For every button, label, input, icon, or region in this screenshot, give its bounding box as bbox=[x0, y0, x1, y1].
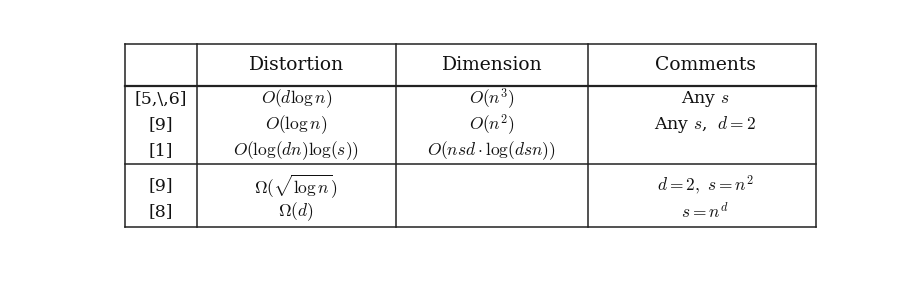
Text: Distortion: Distortion bbox=[249, 56, 343, 74]
Text: $O(nsd\cdot\log(dsn))$: $O(nsd\cdot\log(dsn))$ bbox=[428, 139, 556, 162]
Text: $O(n^2)$: $O(n^2)$ bbox=[469, 112, 515, 137]
Text: [5,\,6]: [5,\,6] bbox=[135, 91, 187, 108]
Text: [1]: [1] bbox=[149, 142, 174, 159]
Text: $O(\log n)$: $O(\log n)$ bbox=[265, 113, 328, 136]
Text: $O(\log(dn)\log(s))$: $O(\log(dn)\log(s))$ bbox=[233, 139, 359, 162]
Text: $O(d\log n)$: $O(d\log n)$ bbox=[261, 88, 331, 110]
Text: [8]: [8] bbox=[149, 203, 174, 220]
Text: Dimension: Dimension bbox=[442, 56, 543, 74]
Text: $\Omega(d)$: $\Omega(d)$ bbox=[278, 200, 314, 223]
Text: $\Omega(\sqrt{\log n})$: $\Omega(\sqrt{\log n})$ bbox=[254, 172, 338, 200]
Text: [9]: [9] bbox=[149, 116, 174, 133]
Text: Any $s$: Any $s$ bbox=[681, 89, 730, 109]
Text: Comments: Comments bbox=[655, 56, 756, 74]
Text: [9]: [9] bbox=[149, 177, 174, 194]
Text: $d=2,\ s=n^2$: $d=2,\ s=n^2$ bbox=[656, 174, 754, 197]
Text: $O(n^3)$: $O(n^3)$ bbox=[469, 86, 515, 111]
Text: $s=n^d$: $s=n^d$ bbox=[681, 202, 729, 222]
Text: Any $s$,  $d=2$: Any $s$, $d=2$ bbox=[655, 114, 756, 135]
